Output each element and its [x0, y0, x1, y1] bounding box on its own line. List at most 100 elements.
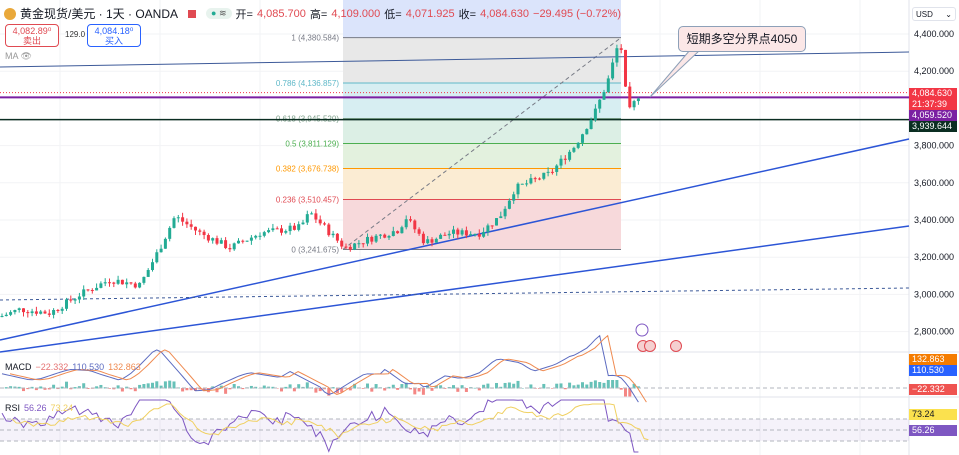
- annotation-callout[interactable]: 短期多空分界点4050: [678, 26, 806, 52]
- candle-body: [628, 86, 632, 108]
- macd-histogram-bar: [413, 388, 417, 395]
- candle-body: [490, 225, 494, 227]
- macd-histogram-bar: [636, 386, 640, 389]
- candle-body: [112, 282, 116, 284]
- candle-body: [254, 235, 258, 238]
- macd-histogram-bar: [163, 381, 167, 389]
- candle-body: [576, 142, 580, 148]
- macd-histogram-bar: [284, 386, 288, 389]
- long-term-trend-line: [0, 225, 910, 353]
- low-label: 低=: [384, 8, 402, 21]
- candle-body: [391, 231, 395, 237]
- candle-body: [219, 240, 223, 244]
- macd-histogram-bar: [550, 388, 554, 389]
- y-tick-label: 3,800.000: [914, 141, 954, 151]
- candle-body: [17, 308, 21, 311]
- candle-body: [366, 236, 369, 244]
- symbol-title[interactable]: 黄金现货/美元 · 1天 · OANDA: [20, 7, 179, 21]
- candle-body: [103, 282, 107, 284]
- macd-histogram-bar: [146, 383, 150, 389]
- candle-body: [13, 310, 17, 313]
- candle-body: [589, 119, 593, 130]
- candle-body: [615, 48, 619, 63]
- candle-body: [533, 178, 537, 180]
- symbol-header: 黄金现货/美元 · 1天 · OANDA ● ≋ 开= 4,085.700 高= 4…: [4, 5, 621, 22]
- candle-body: [232, 243, 236, 250]
- macd-histogram-bar: [585, 384, 589, 389]
- macd-histogram-bar: [249, 385, 253, 389]
- macd-histogram-bar: [477, 388, 481, 391]
- fib-level-label: 0.786 (4,136.857): [276, 79, 339, 88]
- y-tick-label: 3,600.000: [914, 178, 954, 188]
- macd-histogram-bar: [305, 382, 309, 389]
- candle-body: [495, 218, 498, 226]
- candle-body: [335, 233, 339, 241]
- flag-icon[interactable]: [188, 9, 197, 18]
- fib-level-label: 0.382 (3,676.738): [276, 165, 339, 174]
- candle-body: [473, 233, 477, 235]
- support-trend-line: [0, 138, 910, 341]
- sell-button[interactable]: 4,082.89⁰ 卖出: [5, 24, 59, 47]
- dashed-trend-line: [0, 287, 910, 301]
- candle-body: [421, 233, 425, 244]
- candle-body: [559, 158, 563, 166]
- rsi-legend[interactable]: RSI 56.26 73.24: [5, 403, 74, 413]
- macd-histogram-bar: [619, 388, 623, 390]
- macd-histogram-bar: [520, 387, 524, 389]
- macd-histogram-bar: [65, 381, 68, 389]
- macd-histogram-bar: [77, 386, 81, 389]
- buy-button[interactable]: 4,084.18⁰ 买入: [87, 24, 141, 47]
- fib-level-label: 0.5 (3,811.129): [285, 140, 339, 149]
- candle-body: [585, 129, 589, 135]
- fib-zone: [343, 143, 621, 169]
- currency-select[interactable]: USD ⌄: [912, 7, 956, 21]
- macd-histogram-bar: [409, 388, 412, 390]
- macd-histogram-bar: [237, 386, 240, 389]
- ma-indicator[interactable]: MA 👁: [5, 51, 32, 61]
- candle-body: [39, 311, 43, 314]
- candle-body: [546, 171, 550, 173]
- macd-legend[interactable]: MACD −22.332 110.530 132.863: [5, 362, 141, 372]
- candle-body: [301, 222, 305, 225]
- high-value: 4,109.000: [331, 7, 381, 20]
- candle-body: [241, 240, 245, 242]
- candle-body: [581, 134, 584, 143]
- eye-icon[interactable]: 👁: [20, 51, 32, 61]
- macd-histogram-bar: [323, 388, 326, 390]
- macd-histogram-bar: [628, 388, 632, 397]
- candle-body: [271, 228, 275, 231]
- macd-histogram-bar: [624, 388, 627, 397]
- candle-body: [340, 240, 344, 247]
- macd-histogram-bar: [452, 385, 455, 389]
- macd-histogram-bar: [503, 382, 507, 389]
- candle-body: [26, 312, 30, 314]
- rsi-ma-line: [11, 403, 649, 441]
- macd-histogram-bar: [288, 384, 292, 389]
- candle-body: [447, 233, 451, 236]
- macd-histogram-bar: [120, 388, 124, 392]
- macd-histogram-bar: [400, 384, 404, 389]
- candle-body: [69, 299, 73, 301]
- candle-body: [331, 233, 335, 236]
- candle-body: [280, 228, 283, 233]
- macd-histogram-bar: [439, 385, 443, 389]
- macd-histogram-bar: [456, 388, 460, 392]
- candle-body: [310, 213, 314, 215]
- candle-body: [30, 311, 34, 314]
- macd-histogram-bar: [430, 388, 434, 391]
- macd-histogram-bar: [507, 382, 511, 389]
- y-tick-label: 4,400.000: [914, 29, 954, 39]
- macd-histogram-bar: [555, 383, 559, 389]
- candle-body: [361, 243, 365, 245]
- purple-level-tag: 4,059.520: [909, 110, 957, 121]
- candle-body: [288, 225, 292, 232]
- candle-body: [258, 235, 262, 237]
- macd-histogram-bar: [116, 385, 120, 389]
- candle-body: [383, 234, 387, 238]
- candle-body: [606, 78, 610, 93]
- macd-histogram-bar: [576, 384, 580, 389]
- candle-body: [327, 224, 331, 236]
- macd-histogram-bar: [219, 385, 223, 389]
- market-status-pill[interactable]: ● ≋: [206, 8, 232, 19]
